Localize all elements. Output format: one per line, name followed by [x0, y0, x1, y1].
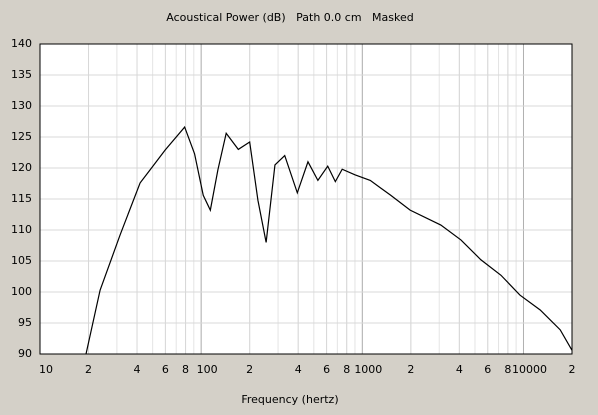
y-tick-label: 105	[11, 254, 32, 267]
x-tick-label: 10	[39, 363, 53, 376]
plot	[85, 125, 573, 355]
x-tick-label: 8	[343, 363, 350, 376]
y-tick-label: 90	[18, 347, 32, 360]
x-tick-label: 10000	[512, 363, 547, 376]
x-tick-label: 6	[162, 363, 169, 376]
y-tick-label: 100	[11, 285, 32, 298]
x-tick-label: 100	[197, 363, 218, 376]
x-tick-label: 6	[484, 363, 491, 376]
y-tick-label: 115	[11, 192, 32, 205]
x-tick-label: 6	[323, 363, 330, 376]
x-tick-label: 2	[569, 363, 576, 376]
x-tick-label: 4	[456, 363, 463, 376]
series-line	[85, 125, 573, 355]
x-tick-label: 1000	[354, 363, 382, 376]
x-tick-label: 2	[246, 363, 253, 376]
x-axis-label: Frequency (hertz)	[241, 393, 338, 406]
x-tick-label: 8	[182, 363, 189, 376]
y-tick-label: 95	[18, 316, 32, 329]
x-tick-label: 2	[407, 363, 414, 376]
x-tick-label: 2	[85, 363, 92, 376]
x-tick-label: 4	[134, 363, 141, 376]
x-tick-label: 4	[295, 363, 302, 376]
y-tick-label: 130	[11, 99, 32, 112]
y-tick-label: 110	[11, 223, 32, 236]
y-tick-label: 135	[11, 68, 32, 81]
y-tick-label: 125	[11, 130, 32, 143]
plot-frame	[39, 43, 573, 355]
y-tick-label: 140	[11, 37, 32, 50]
grid	[39, 43, 573, 355]
chart-title: Acoustical Power (dB) Path 0.0 cm Masked	[166, 11, 413, 24]
y-tick-label: 120	[11, 161, 32, 174]
x-tick-label: 8	[504, 363, 511, 376]
